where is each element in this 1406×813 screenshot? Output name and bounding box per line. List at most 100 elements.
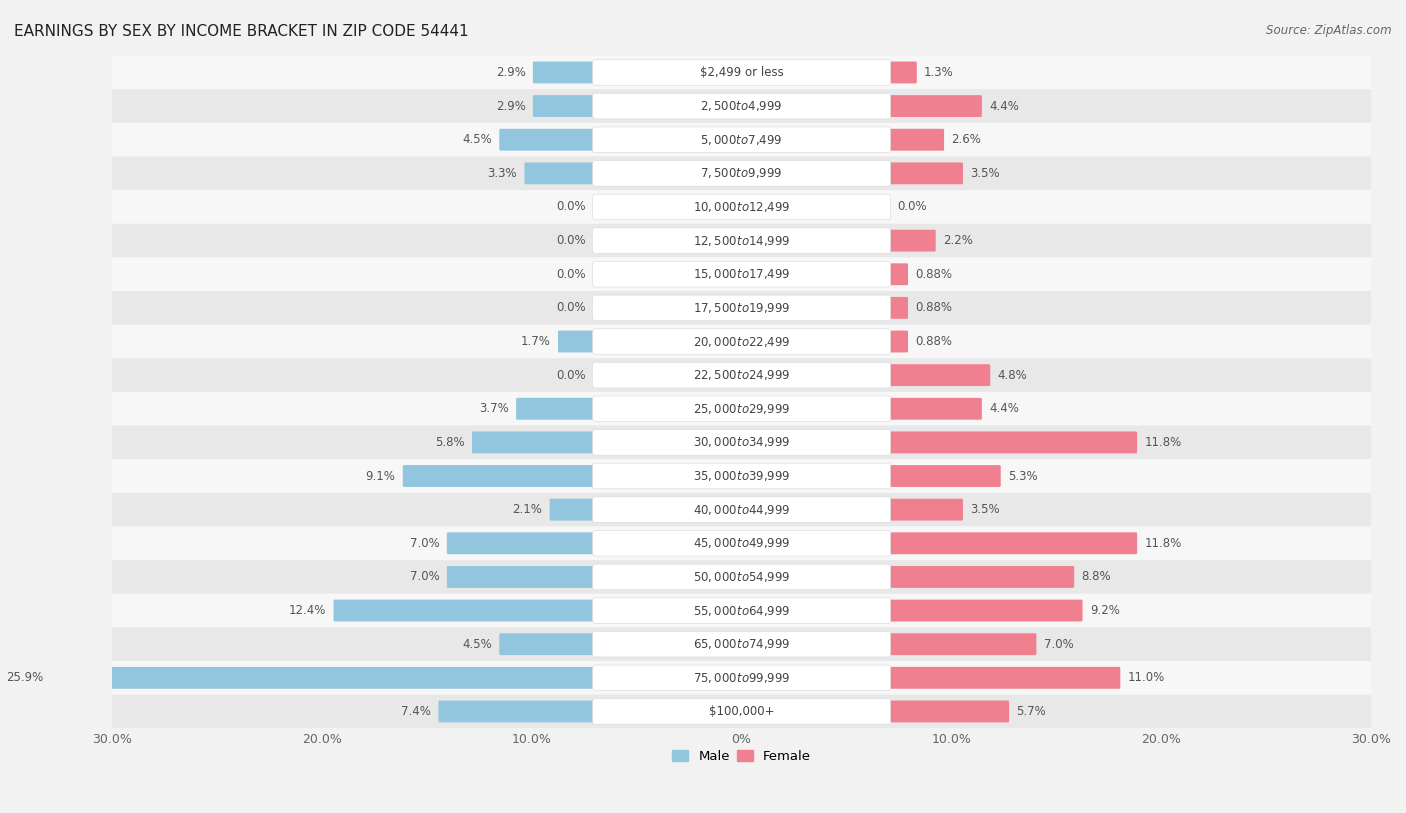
FancyBboxPatch shape [887, 62, 917, 84]
FancyBboxPatch shape [112, 392, 1371, 425]
Text: $7,500 to $9,999: $7,500 to $9,999 [700, 167, 783, 180]
FancyBboxPatch shape [887, 128, 943, 150]
Text: EARNINGS BY SEX BY INCOME BRACKET IN ZIP CODE 54441: EARNINGS BY SEX BY INCOME BRACKET IN ZIP… [14, 24, 468, 39]
FancyBboxPatch shape [887, 465, 1001, 487]
Text: $15,000 to $17,499: $15,000 to $17,499 [693, 267, 790, 281]
FancyBboxPatch shape [887, 398, 981, 420]
FancyBboxPatch shape [593, 497, 890, 523]
Text: 5.7%: 5.7% [1017, 705, 1046, 718]
FancyBboxPatch shape [112, 628, 1371, 661]
Text: $55,000 to $64,999: $55,000 to $64,999 [693, 603, 790, 618]
Text: 0.0%: 0.0% [557, 302, 586, 315]
FancyBboxPatch shape [439, 701, 596, 723]
FancyBboxPatch shape [593, 564, 890, 589]
FancyBboxPatch shape [112, 157, 1371, 190]
Text: $20,000 to $22,499: $20,000 to $22,499 [693, 334, 790, 349]
Text: 1.7%: 1.7% [520, 335, 551, 348]
Text: 0.0%: 0.0% [897, 201, 927, 214]
Text: 7.4%: 7.4% [401, 705, 432, 718]
FancyBboxPatch shape [333, 600, 596, 621]
FancyBboxPatch shape [524, 163, 596, 185]
FancyBboxPatch shape [593, 363, 890, 388]
Text: 3.5%: 3.5% [970, 503, 1000, 516]
Legend: Male, Female: Male, Female [666, 746, 817, 769]
Text: $12,500 to $14,999: $12,500 to $14,999 [693, 233, 790, 248]
FancyBboxPatch shape [593, 396, 890, 422]
FancyBboxPatch shape [112, 89, 1371, 123]
FancyBboxPatch shape [447, 566, 596, 588]
Text: $2,499 or less: $2,499 or less [700, 66, 783, 79]
Text: 2.2%: 2.2% [943, 234, 973, 247]
FancyBboxPatch shape [887, 566, 1074, 588]
FancyBboxPatch shape [593, 161, 890, 186]
FancyBboxPatch shape [593, 295, 890, 320]
FancyBboxPatch shape [593, 228, 890, 254]
FancyBboxPatch shape [887, 600, 1083, 621]
FancyBboxPatch shape [887, 297, 908, 319]
FancyBboxPatch shape [593, 665, 890, 690]
FancyBboxPatch shape [112, 359, 1371, 392]
FancyBboxPatch shape [533, 62, 596, 84]
FancyBboxPatch shape [499, 128, 596, 150]
FancyBboxPatch shape [887, 331, 908, 353]
FancyBboxPatch shape [112, 560, 1371, 593]
Text: 4.8%: 4.8% [998, 368, 1028, 381]
Text: $17,500 to $19,999: $17,500 to $19,999 [693, 301, 790, 315]
Text: 2.9%: 2.9% [496, 66, 526, 79]
Text: $40,000 to $44,999: $40,000 to $44,999 [693, 502, 790, 516]
FancyBboxPatch shape [887, 667, 1121, 689]
Text: $30,000 to $34,999: $30,000 to $34,999 [693, 436, 790, 450]
FancyBboxPatch shape [112, 258, 1371, 291]
FancyBboxPatch shape [550, 498, 596, 520]
Text: $2,500 to $4,999: $2,500 to $4,999 [700, 99, 783, 113]
Text: 11.8%: 11.8% [1144, 436, 1181, 449]
FancyBboxPatch shape [558, 331, 596, 353]
Text: Source: ZipAtlas.com: Source: ZipAtlas.com [1267, 24, 1392, 37]
Text: 3.5%: 3.5% [970, 167, 1000, 180]
Text: $75,000 to $99,999: $75,000 to $99,999 [693, 671, 790, 685]
FancyBboxPatch shape [887, 230, 936, 251]
Text: 5.8%: 5.8% [434, 436, 464, 449]
Text: $35,000 to $39,999: $35,000 to $39,999 [693, 469, 790, 483]
Text: 0.88%: 0.88% [915, 335, 952, 348]
Text: 3.3%: 3.3% [488, 167, 517, 180]
FancyBboxPatch shape [593, 127, 890, 153]
Text: 8.8%: 8.8% [1081, 571, 1111, 584]
Text: $5,000 to $7,499: $5,000 to $7,499 [700, 133, 783, 146]
FancyBboxPatch shape [533, 95, 596, 117]
FancyBboxPatch shape [112, 459, 1371, 493]
Text: 1.3%: 1.3% [924, 66, 953, 79]
FancyBboxPatch shape [112, 291, 1371, 324]
Text: 3.7%: 3.7% [479, 402, 509, 415]
FancyBboxPatch shape [887, 263, 908, 285]
FancyBboxPatch shape [402, 465, 596, 487]
FancyBboxPatch shape [112, 593, 1371, 628]
Text: 9.1%: 9.1% [366, 470, 395, 483]
Text: 2.1%: 2.1% [512, 503, 543, 516]
Text: $50,000 to $54,999: $50,000 to $54,999 [693, 570, 790, 584]
FancyBboxPatch shape [499, 633, 596, 655]
FancyBboxPatch shape [112, 527, 1371, 560]
Text: $22,500 to $24,999: $22,500 to $24,999 [693, 368, 790, 382]
FancyBboxPatch shape [593, 194, 890, 220]
FancyBboxPatch shape [112, 493, 1371, 527]
FancyBboxPatch shape [51, 667, 596, 689]
Text: 4.5%: 4.5% [463, 133, 492, 146]
FancyBboxPatch shape [593, 328, 890, 354]
FancyBboxPatch shape [112, 694, 1371, 728]
Text: $65,000 to $74,999: $65,000 to $74,999 [693, 637, 790, 651]
FancyBboxPatch shape [593, 262, 890, 287]
Text: 0.0%: 0.0% [557, 368, 586, 381]
Text: 2.9%: 2.9% [496, 100, 526, 112]
FancyBboxPatch shape [593, 429, 890, 455]
FancyBboxPatch shape [887, 432, 1137, 454]
Text: 4.4%: 4.4% [990, 402, 1019, 415]
Text: 5.3%: 5.3% [1008, 470, 1038, 483]
Text: 7.0%: 7.0% [409, 571, 440, 584]
Text: $100,000+: $100,000+ [709, 705, 775, 718]
FancyBboxPatch shape [593, 531, 890, 556]
Text: 0.0%: 0.0% [557, 267, 586, 280]
Text: 11.0%: 11.0% [1128, 672, 1166, 685]
FancyBboxPatch shape [447, 533, 596, 554]
Text: 4.4%: 4.4% [990, 100, 1019, 112]
